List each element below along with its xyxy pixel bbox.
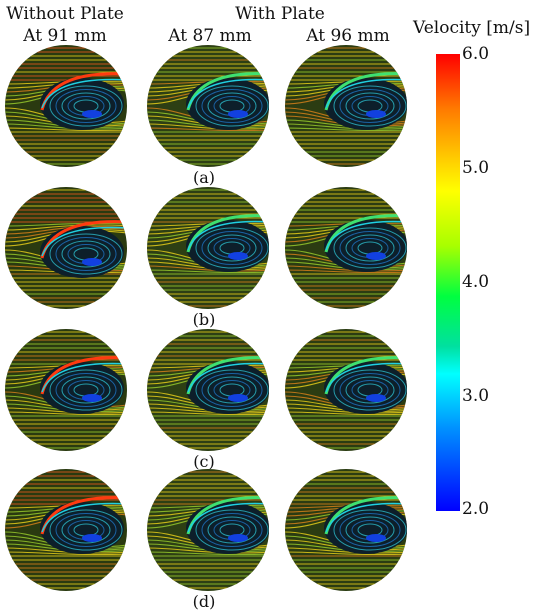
flow-panel-b-without-plate-91mm <box>4 186 128 310</box>
header-col2-position: At 87 mm <box>168 26 252 46</box>
flow-panel-d-with-plate-87mm <box>146 468 270 592</box>
header-with-plate: With Plate <box>235 4 325 24</box>
row-label-b: (b) <box>192 310 216 329</box>
colorbar-tick-3: 3.0 <box>462 386 490 406</box>
colorbar-tick-5: 5.0 <box>462 158 490 178</box>
flow-panel-b-with-plate-96mm <box>284 186 408 310</box>
row-label-a: (a) <box>192 168 216 187</box>
flow-panel-c-without-plate-91mm <box>4 328 128 452</box>
header-without-plate: Without Plate <box>6 4 124 24</box>
flow-panel-d-with-plate-96mm <box>284 468 408 592</box>
row-label-d: (d) <box>192 592 216 611</box>
header-col3-position: At 96 mm <box>306 26 390 46</box>
flow-panel-b-with-plate-87mm <box>146 186 270 310</box>
velocity-colorbar <box>436 54 460 511</box>
colorbar-title: Velocity [m/s] <box>413 18 531 38</box>
flow-panel-a-with-plate-87mm <box>146 44 270 168</box>
flow-panel-a-without-plate-91mm <box>4 44 128 168</box>
header-col1-position: At 91 mm <box>23 26 107 46</box>
flow-panel-c-with-plate-87mm <box>146 328 270 452</box>
row-label-c: (c) <box>193 452 215 471</box>
colorbar-tick-6: 6.0 <box>462 44 490 64</box>
colorbar-tick-4: 4.0 <box>462 272 490 292</box>
flow-panel-a-with-plate-96mm <box>284 44 408 168</box>
colorbar-tick-2: 2.0 <box>462 499 490 519</box>
flow-panel-c-with-plate-96mm <box>284 328 408 452</box>
flow-panel-d-without-plate-91mm <box>4 468 128 592</box>
